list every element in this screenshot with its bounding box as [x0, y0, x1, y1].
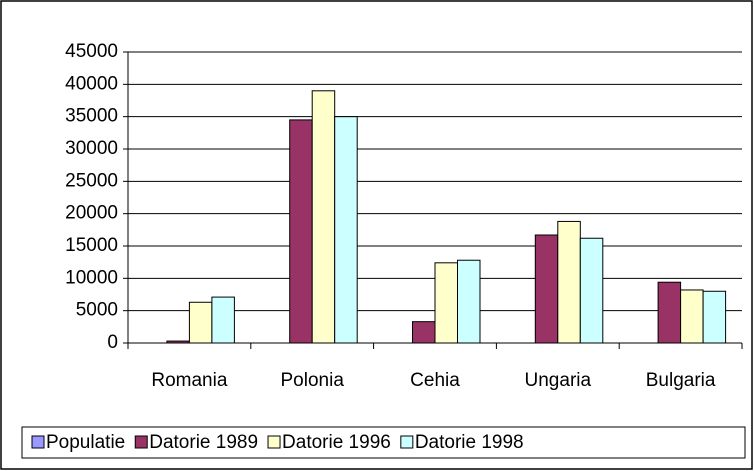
legend-label: Datorie 1998: [415, 432, 524, 453]
legend-swatch: [400, 435, 414, 449]
bar: [657, 281, 682, 344]
x-tick-label: Bulgaria: [646, 370, 716, 391]
bar: [457, 259, 481, 344]
y-tick-label: 0: [107, 332, 118, 353]
y-tick-label: 10000: [65, 267, 118, 288]
bar: [680, 289, 704, 344]
y-tick-label: 35000: [65, 106, 118, 127]
legend-label: Populatie: [46, 432, 125, 453]
bar: [188, 301, 213, 344]
bar: [434, 262, 458, 344]
y-tick-label: 45000: [65, 41, 118, 62]
x-tick-label: Polonia: [281, 370, 345, 391]
y-tick-label: 5000: [76, 300, 118, 321]
bar: [412, 321, 436, 344]
bar: [211, 296, 235, 344]
y-tick-label: 20000: [65, 203, 118, 224]
x-tick-label: Ungaria: [525, 370, 592, 391]
y-tick-label: 40000: [65, 73, 118, 94]
bar: [702, 290, 727, 344]
bar: [334, 116, 358, 344]
bar: [311, 90, 336, 344]
legend-swatch: [31, 435, 45, 449]
legend-swatch: [267, 435, 281, 449]
bar: [534, 234, 559, 344]
bar: [557, 220, 581, 344]
legend-label: Datorie 1996: [282, 432, 391, 453]
bar: [289, 119, 313, 344]
legend-swatch: [134, 435, 148, 449]
y-tick-label: 25000: [65, 170, 118, 191]
x-tick-label: Cehia: [410, 370, 460, 391]
y-tick-label: 15000: [65, 235, 118, 256]
bar: [579, 237, 604, 344]
legend-label: Datorie 1989: [149, 432, 258, 453]
x-tick-label: Romania: [151, 370, 227, 391]
y-tick-label: 30000: [65, 138, 118, 159]
